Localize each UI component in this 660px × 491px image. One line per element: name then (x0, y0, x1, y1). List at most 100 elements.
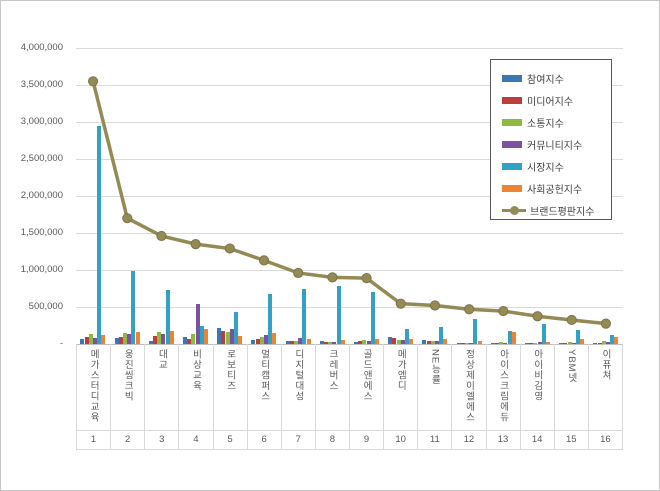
category-number: 14 (531, 434, 543, 445)
y-tick-text: 3,500,000 (20, 79, 63, 90)
bar (264, 335, 269, 344)
plot-area (76, 48, 623, 344)
bar (409, 338, 414, 344)
bar (80, 338, 85, 344)
bar (332, 342, 337, 344)
category-label: 웅진씽크빅 (122, 349, 134, 402)
category-cell: 메가스터디교육 (76, 344, 112, 430)
category-label: 골드앤에스 (361, 349, 373, 402)
bar (225, 332, 230, 344)
y-tick-text: 4,000,000 (20, 42, 63, 53)
bar (605, 342, 610, 344)
category-number: 10 (395, 434, 406, 445)
category-label: 디지털대성 (292, 349, 304, 402)
line-marker (122, 213, 133, 224)
category-cell: 크레버스 (316, 344, 350, 430)
category-number-cell: 12 (452, 431, 487, 449)
line-marker (327, 272, 338, 283)
bar (473, 318, 478, 344)
gridline (76, 196, 623, 197)
category-number: 9 (363, 434, 370, 445)
category-cell: 멀티캠퍼스 (248, 344, 282, 430)
category-number-cell: 5 (214, 431, 248, 449)
category-number: 1 (90, 434, 97, 445)
category-number: 8 (329, 434, 336, 445)
category-number-cell: 15 (555, 431, 589, 449)
category-number: 12 (463, 434, 475, 445)
bar (118, 336, 123, 344)
bar (234, 312, 239, 344)
legend-item: 커뮤니티지수 (502, 133, 611, 155)
bar (374, 338, 379, 344)
bar (199, 325, 204, 344)
category-number: 7 (295, 434, 301, 445)
y-tick-label: 4,000,000 (1, 42, 69, 54)
category-label: 메가스터디교육 (88, 349, 100, 423)
category-label: 이퓨쳐 (599, 349, 611, 381)
bar (255, 338, 260, 344)
y-tick-label: 1,500,000 (1, 227, 69, 239)
category-number: 15 (566, 434, 577, 445)
category-cell: 로보티즈 (214, 344, 248, 430)
category-number: 3 (159, 434, 165, 445)
bar (494, 342, 499, 344)
bar (524, 342, 529, 344)
category-number-cell: 14 (521, 431, 555, 449)
bar (537, 342, 542, 344)
bar (169, 331, 174, 344)
y-tick-label: 3,000,000 (1, 116, 69, 128)
bar (469, 342, 474, 344)
category-cell: 대교 (145, 344, 180, 430)
bar (251, 339, 256, 344)
bar (289, 340, 294, 344)
category-cell: 골드앤에스 (350, 344, 385, 430)
bar (563, 342, 568, 344)
y-tick-label: 2,500,000 (1, 153, 69, 165)
bar (601, 341, 606, 344)
y-tick-text: 2,500,000 (20, 153, 63, 164)
bar (580, 338, 585, 344)
bar (294, 340, 299, 344)
bar (153, 335, 158, 344)
category-number-cell: 16 (589, 431, 623, 449)
bar (131, 271, 136, 344)
bar (456, 342, 461, 344)
bar (340, 339, 345, 344)
bar (533, 342, 538, 344)
bar (324, 342, 328, 344)
bar (507, 331, 512, 344)
y-tick-text: 500,000 (28, 301, 63, 312)
bar (439, 326, 444, 344)
bar (285, 341, 290, 344)
category-label: YBM넷 (565, 349, 577, 384)
bar (575, 329, 580, 344)
category-number-cell: 3 (145, 431, 180, 449)
line-marker (566, 314, 577, 326)
bar (353, 342, 358, 344)
category-cell: 이퓨쳐 (589, 344, 623, 430)
bar (460, 342, 465, 344)
bar (366, 341, 371, 344)
legend-swatch (502, 162, 522, 170)
category-number: 2 (125, 434, 131, 445)
bar (148, 340, 153, 344)
bar (328, 342, 333, 344)
bar (400, 339, 405, 344)
bar (396, 339, 401, 344)
gridline (76, 48, 623, 49)
legend-swatch (502, 118, 522, 126)
line-marker (498, 305, 509, 317)
line-marker (600, 318, 612, 329)
bar (370, 292, 375, 344)
line-marker (156, 230, 167, 242)
bar (388, 337, 393, 344)
legend-line-swatch (502, 205, 526, 215)
bar (511, 332, 516, 344)
bar (259, 336, 264, 344)
bar (422, 339, 427, 344)
legend-label: 커뮤니티지수 (527, 140, 583, 152)
bar (541, 323, 546, 344)
bar (499, 342, 504, 344)
line-path (91, 80, 607, 326)
y-tick-label: 2,000,000 (1, 190, 69, 202)
